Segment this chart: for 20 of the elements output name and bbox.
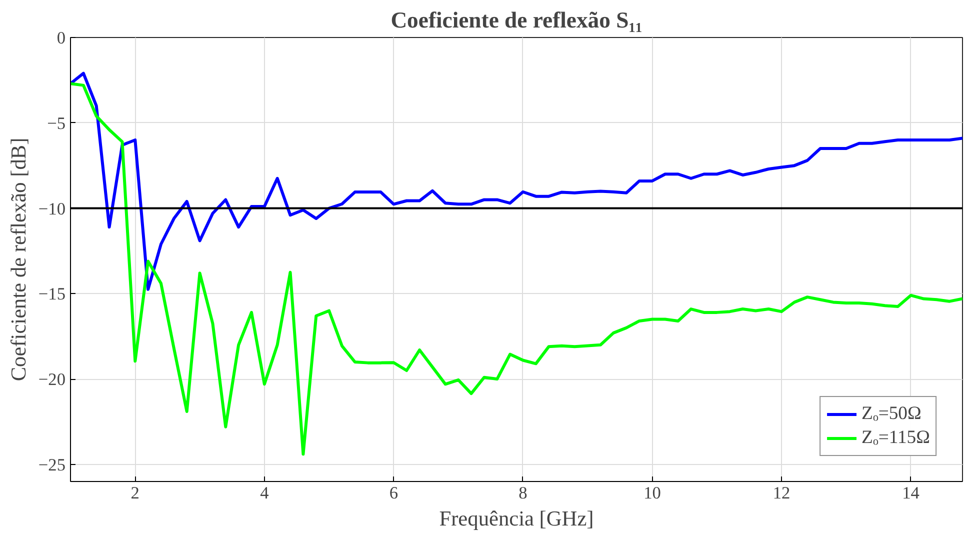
- line-series: [70, 72, 962, 291]
- x-tick-label: 2: [130, 484, 140, 502]
- x-tick-label: 12: [772, 484, 790, 502]
- y-tick-label: −5: [47, 114, 66, 133]
- x-tick-label: 14: [902, 484, 920, 502]
- y-tick-label: −15: [38, 284, 66, 304]
- line-series: [70, 82, 962, 456]
- y-tick-label: −10: [38, 199, 66, 218]
- y-tick-label: −25: [38, 455, 66, 474]
- y-axis-title: Coeficiente de reflexão [dB]: [6, 138, 30, 382]
- y-tick-label: 0: [56, 28, 66, 48]
- legend-label: Zₒ=50Ω: [862, 403, 922, 425]
- x-tick-label: 8: [518, 484, 528, 502]
- x-tick-label: 6: [389, 484, 398, 502]
- x-tick-label: 10: [644, 484, 661, 502]
- legend-label: Zₒ=115Ω: [862, 427, 930, 449]
- x-tick-label: 4: [260, 484, 270, 502]
- y-tick-label: −20: [38, 370, 66, 390]
- chart-title: Coeficiente de reflexão S₁₁: [390, 8, 642, 32]
- x-axis-title: Frequência [GHz]: [439, 506, 594, 530]
